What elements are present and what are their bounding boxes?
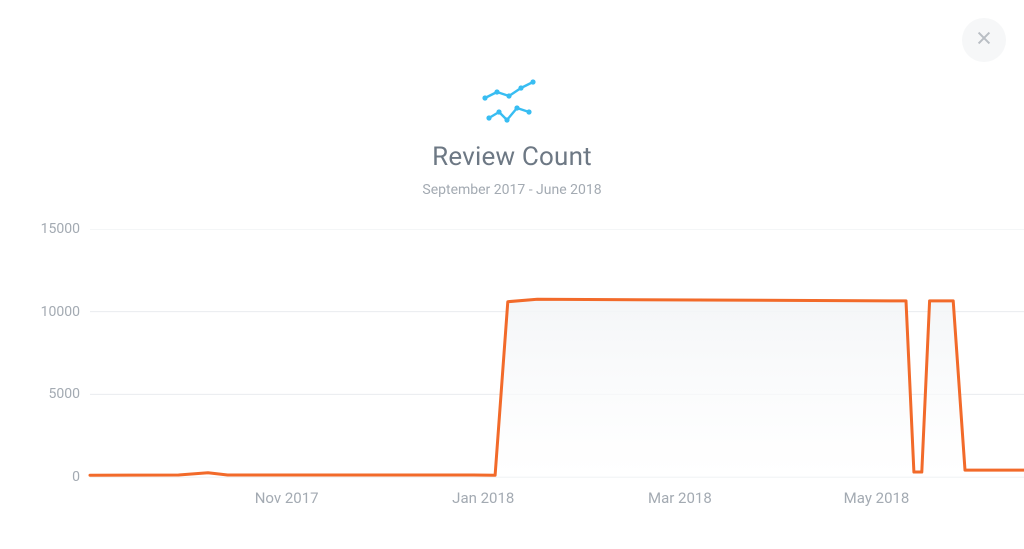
y-axis-tick-label: 0 xyxy=(10,469,80,485)
y-axis-tick-label: 5000 xyxy=(10,386,80,402)
chart-title: Review Count xyxy=(0,142,1024,172)
chart-header: Review Count September 2017 - June 2018 xyxy=(0,0,1024,198)
chart-subtitle: September 2017 - June 2018 xyxy=(0,182,1024,198)
x-axis-tick-label: Nov 2017 xyxy=(255,489,319,507)
y-axis-tick-label: 15000 xyxy=(10,221,80,237)
trend-lines-icon xyxy=(475,78,549,132)
x-axis-tick-label: Mar 2018 xyxy=(648,489,712,507)
review-count-chart: 050001000015000Nov 2017Jan 2018Mar 2018M… xyxy=(0,229,1024,529)
chart-svg xyxy=(0,229,1024,529)
x-axis-tick-label: Jan 2018 xyxy=(452,489,514,507)
close-icon xyxy=(975,29,993,51)
y-axis-tick-label: 10000 xyxy=(10,304,80,320)
x-axis-tick-label: May 2018 xyxy=(844,489,910,507)
close-button[interactable] xyxy=(962,18,1006,62)
